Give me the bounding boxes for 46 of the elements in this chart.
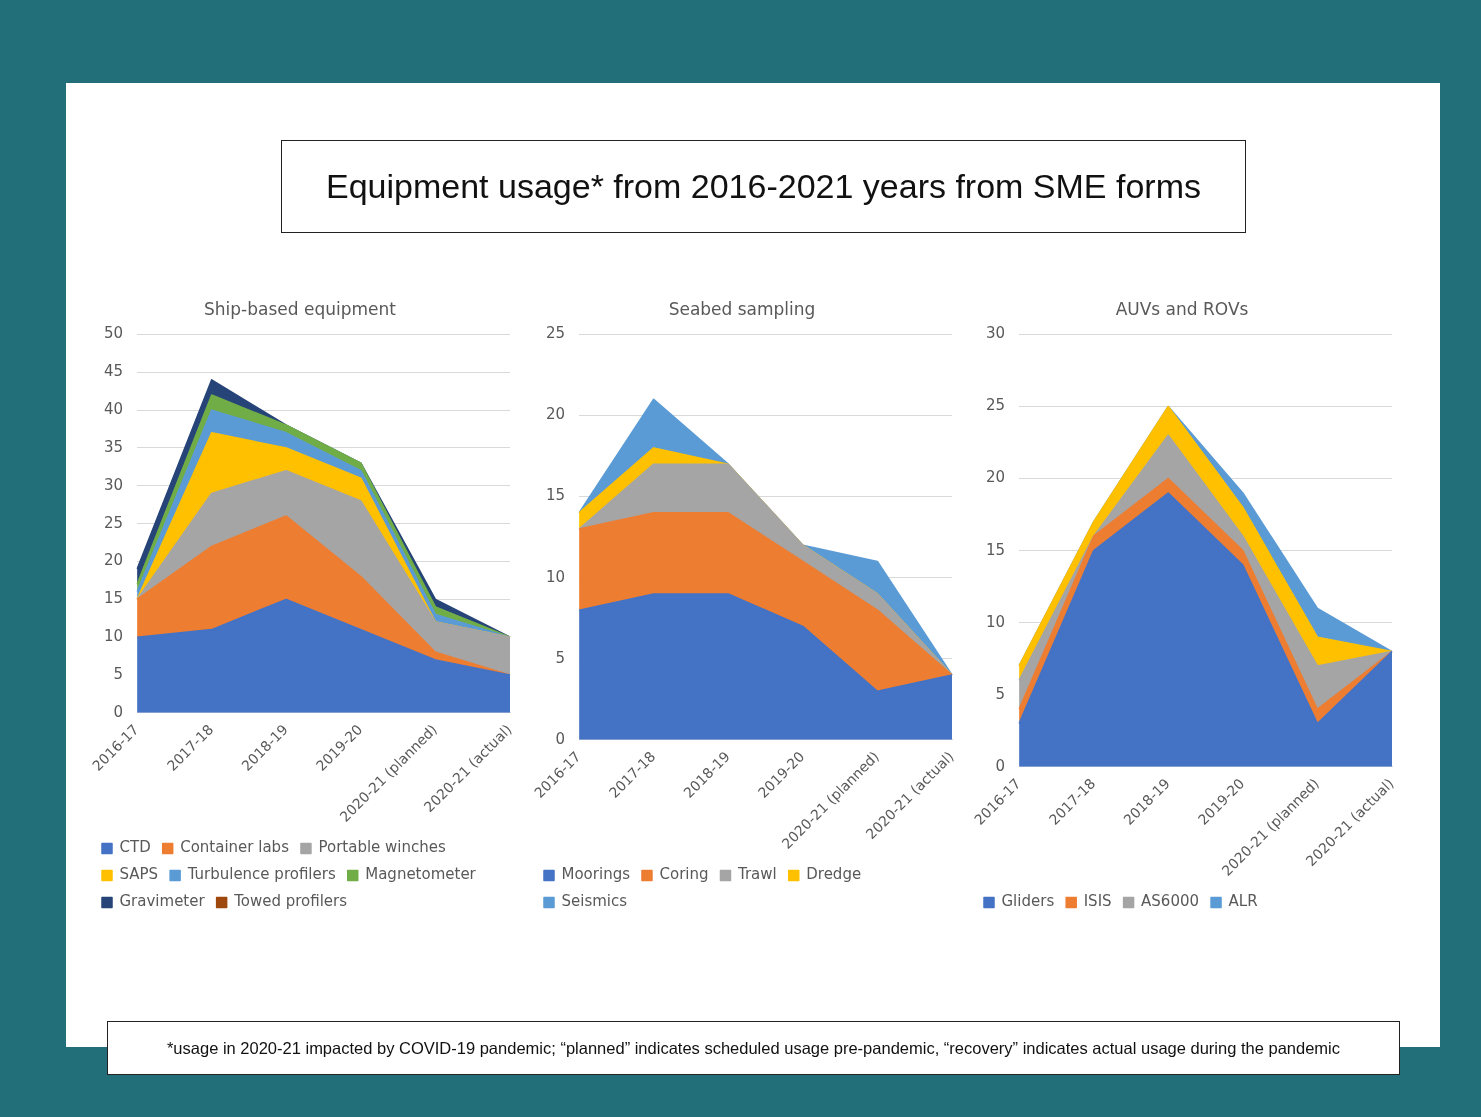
- y-tick-label: 45: [103, 362, 124, 381]
- legend-label: CTD: [119, 838, 151, 857]
- chart-title: AUVs and ROVs: [1115, 298, 1249, 319]
- y-tick-label: 10: [545, 567, 566, 586]
- y-tick-label: 10: [103, 627, 124, 646]
- y-tick-label: 25: [985, 396, 1006, 415]
- legend-label: Dredge: [806, 865, 862, 884]
- y-tick-label: 25: [103, 513, 124, 532]
- legend-label: SAPS: [119, 865, 159, 884]
- legend-label: Seismics: [561, 892, 628, 911]
- y-tick-label: 5: [555, 648, 566, 667]
- legend-label: Coring: [659, 865, 709, 884]
- legend-label: ISIS: [1083, 892, 1112, 911]
- legend-label: Magnetometer: [365, 865, 477, 884]
- y-tick-label: 20: [985, 468, 1006, 487]
- y-tick-label: 5: [113, 664, 124, 683]
- y-tick-label: 40: [103, 399, 124, 418]
- y-tick-label: 10: [985, 612, 1006, 631]
- legend-label: Moorings: [561, 865, 631, 884]
- legend-label: Portable winches: [318, 838, 446, 857]
- y-tick-label: 20: [103, 551, 124, 570]
- legend-label: ALR: [1228, 892, 1258, 911]
- y-tick-label: 25: [545, 324, 566, 343]
- chart-title: Seabed sampling: [668, 298, 816, 319]
- text: *usage in 2020-21 impacted by COVID-19 pandemic; “planned” indicates scheduled usage pre-pandemic, “recovery” indicates actual usage during the pandemic: [107, 1021, 1400, 1075]
- y-tick-label: 0: [113, 702, 124, 721]
- legend-label: Gliders: [1001, 892, 1055, 911]
- y-tick-label: 0: [555, 729, 566, 748]
- text: Equipment usage* from 2016-2021 years from SME forms: [281, 140, 1246, 233]
- y-tick-label: 35: [103, 437, 124, 456]
- y-tick-label: 30: [103, 475, 124, 494]
- legend-label: Container labs: [180, 838, 290, 857]
- legend-label: Turbulence profilers: [186, 865, 336, 884]
- y-tick-label: 15: [103, 589, 124, 608]
- y-tick-label: 30: [985, 324, 1006, 343]
- y-tick-label: 15: [545, 486, 566, 505]
- legend-label: AS6000: [1141, 892, 1200, 911]
- legend-label: Towed profilers: [233, 892, 348, 911]
- y-tick-label: 15: [985, 540, 1006, 559]
- legend-label: Gravimeter: [119, 892, 206, 911]
- y-tick-label: 5: [995, 684, 1006, 703]
- y-tick-label: 20: [545, 405, 566, 424]
- y-tick-label: 0: [995, 756, 1006, 775]
- legend-label: Trawl: [736, 865, 777, 884]
- chart-title: Ship-based equipment: [204, 298, 397, 319]
- y-tick-label: 50: [103, 324, 124, 343]
